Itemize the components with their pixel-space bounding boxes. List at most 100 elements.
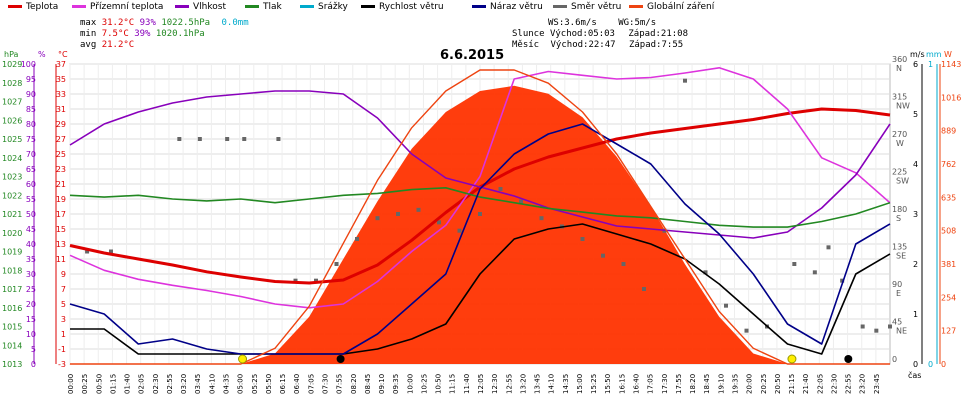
wind-dir-tick-label: 270	[892, 130, 907, 139]
x-tick-label: 07:05	[307, 374, 315, 394]
legend-item: Vlhkost	[175, 2, 226, 12]
stats-min-row: min 7.5°C 39% 1020.1hPa	[80, 29, 205, 39]
wind-dir-point	[225, 137, 230, 141]
x-tick-label: 12:30	[491, 374, 499, 394]
legend-label: Náraz větru	[490, 2, 543, 12]
humidity-tick-label: 55	[26, 195, 36, 204]
pressure-tick-label: 1028	[2, 79, 22, 88]
temperature-tick-label: 29	[56, 120, 66, 129]
humidity-tick-label: 25	[26, 285, 36, 294]
x-tick-label: 20:00	[746, 374, 754, 394]
wind-dir-tick-label: W	[896, 139, 904, 148]
x-tick-label: 12:55	[505, 374, 513, 394]
wind-dir-point	[197, 137, 202, 141]
humidity-tick-label: 20	[26, 300, 36, 309]
pressure-tick-label: 1021	[2, 210, 22, 219]
chart-title: 6.6.2015	[440, 48, 505, 63]
x-tick-label: 03:45	[194, 374, 202, 394]
wind-dir-point	[703, 270, 708, 275]
humidity-tick-label: 15	[26, 315, 36, 324]
wind-dir-point	[437, 220, 441, 225]
wind-dir-point	[314, 278, 318, 283]
legend-label: Srážky	[318, 2, 348, 12]
humidity-tick-label: 90	[26, 90, 36, 99]
x-tick-label: 20:50	[774, 374, 782, 394]
wind-gust-max: WG:5m/s	[618, 18, 657, 28]
humidity-tick-label: 45	[26, 225, 36, 234]
radiation-tick-label: 762	[941, 160, 956, 169]
pressure-tick-label: 1027	[2, 98, 22, 107]
temperature-tick-label: 9	[61, 270, 66, 279]
pressure-tick-label: 1022	[2, 191, 22, 200]
humidity-tick-label: 40	[26, 240, 36, 249]
legend-swatch	[72, 5, 86, 8]
wind-dir-point	[334, 262, 339, 266]
rain-tick-label: 1	[928, 60, 933, 69]
temperature-tick-label: 15	[56, 225, 66, 234]
pressure-tick-label: 1015	[2, 323, 22, 332]
stats-min-temp: 7.5°C	[101, 29, 129, 39]
temperature-tick-label: 19	[56, 195, 66, 204]
radiation-theoretical-line	[70, 69, 890, 365]
wind-dir-point	[683, 78, 687, 83]
temperature-tick-label: 17	[56, 210, 66, 219]
stats-min-pressure: 1020.1hPa	[155, 29, 205, 39]
legend-swatch	[8, 5, 22, 8]
humidity-tick-label: 65	[26, 165, 36, 174]
pressure-tick-label: 1014	[2, 341, 22, 350]
pressure-tick-label: 1019	[2, 248, 22, 257]
legend-label: Směr větru	[571, 2, 622, 12]
pressure-tick-label: 1018	[2, 266, 22, 275]
legend-swatch	[361, 5, 375, 8]
stats-min-label: min	[80, 29, 97, 39]
stats-min-humidity: 39%	[134, 29, 151, 39]
wind-dir-tick-label: NE	[896, 327, 907, 336]
moon-info: Měsíc Východ:22:47 Západ:7:55	[512, 40, 683, 50]
temperature-tick-label: 7	[61, 285, 66, 294]
pressure-tick-label: 1029	[2, 60, 22, 69]
wind-dir-point	[396, 212, 400, 216]
moon-marker	[336, 355, 345, 363]
legend-bar: Teplota Přízemní teplota Vlhkost Tlak Srážky…	[0, 0, 966, 16]
stats-avg-label: avg	[80, 40, 97, 50]
x-tick-label: 02:30	[152, 374, 160, 394]
temperature-tick-label: 31	[56, 105, 66, 114]
wind-dir-point	[860, 324, 865, 329]
temperature-tick-label: 11	[56, 255, 66, 264]
x-axis-label: čas	[908, 370, 921, 380]
moon-label: Měsíc	[512, 40, 540, 50]
legend-label: Vlhkost	[193, 2, 226, 12]
stats-avg-temp: 21.2°C	[101, 40, 135, 50]
wind-dir-tick-label: 90	[892, 280, 902, 289]
x-tick-label: 23:20	[859, 374, 867, 394]
legend-swatch	[553, 5, 567, 8]
sun-info: Slunce Východ:05:03 Západ:21:08	[512, 29, 688, 39]
x-tick-label: 11:15	[449, 374, 457, 394]
humidity-tick-label: 95	[26, 75, 36, 84]
humidity-tick-label: 5	[31, 345, 36, 354]
legend-label: Rychlost větru	[379, 2, 444, 12]
wind-speed-tick-label: 3	[913, 210, 918, 219]
wind-dir-tick-label: 45	[892, 318, 902, 327]
x-tick-label: 17:30	[661, 374, 669, 394]
legend-item: Srážky	[300, 2, 348, 12]
x-tick-label: 21:40	[802, 374, 810, 394]
legend-swatch	[300, 5, 314, 8]
wind-dir-point	[355, 237, 359, 241]
x-tick-label: 22:05	[816, 374, 824, 394]
wind-speed-avg: WS:3.6m/s	[548, 18, 597, 28]
radiation-tick-label: 127	[941, 327, 956, 336]
ground-temperature-line	[69, 67, 891, 309]
wind-dir-tick-label: 360	[892, 55, 907, 64]
temperature-tick-label: 23	[56, 165, 66, 174]
humidity-tick-label: 85	[26, 105, 36, 114]
temperature-tick-label: 21	[56, 180, 66, 189]
temperature-tick-label: 3	[61, 315, 66, 324]
wind-dir-point	[276, 137, 281, 141]
temperature-tick-label: 37	[56, 60, 66, 69]
sunrise: Východ:05:03	[549, 29, 615, 39]
temperature-tick-label: 27	[56, 135, 66, 144]
wind-speed-tick-label: 1	[913, 310, 918, 319]
humidity-tick-label: 70	[26, 150, 36, 159]
wind-dir-point	[416, 207, 421, 212]
